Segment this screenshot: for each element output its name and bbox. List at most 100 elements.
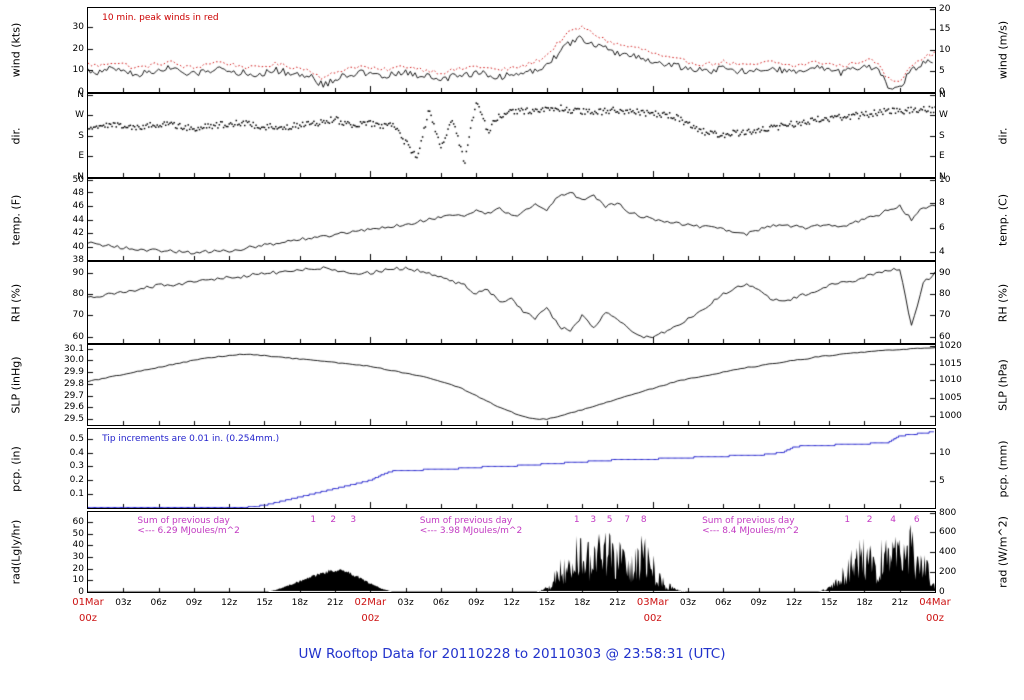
x-day-label: 04Mar (919, 597, 951, 608)
rh-left-axis-label: RH (%) (9, 283, 23, 322)
rad-annotation: 5 (606, 515, 613, 525)
x-tick-label: 15z (821, 598, 838, 608)
x-tick-label: 12z (503, 598, 520, 608)
slp-panel (87, 344, 936, 426)
wind-right-tick-label: 5 (939, 66, 945, 76)
rh-left-tick-label: 70 (72, 310, 84, 321)
rad-left-axis-label: rad(Lgly/hr) (9, 519, 23, 585)
wind-left-tick-label: 20 (72, 43, 84, 54)
slp-right-tick-label: 1015 (939, 358, 962, 369)
pcp-left-tick-label: 0.4 (69, 447, 84, 458)
temp-left-tick-label: 48 (72, 187, 84, 198)
slp-left-tick-label: 29.5 (63, 414, 84, 425)
x-tick-label: 18z (573, 598, 591, 608)
chart-title: UW Rooftop Data for 20110228 to 20110303… (298, 646, 726, 662)
dir-right-tick-label: N (939, 89, 946, 100)
x-tick-label: 15z (538, 598, 555, 608)
x-tick-label: 09z (185, 598, 202, 608)
rad-annotation: 2 (866, 515, 873, 525)
slp-left-tick-label: 30.0 (63, 355, 84, 366)
rad-left-tick-label: 20 (72, 563, 84, 574)
dir-left-axis-label: dir. (9, 126, 23, 145)
rad-annotation: 3 (590, 515, 597, 525)
pcp-right-tick-label: 5 (939, 475, 945, 486)
wind-left-axis-label: wind (kts) (9, 22, 23, 78)
x-tick-label: 03z (679, 598, 697, 608)
slp-right-tick-label: 1005 (939, 392, 962, 403)
slp-left-tick-label: 29.6 (63, 402, 84, 413)
pcp-right-axis-label: pcp. (mm) (996, 439, 1010, 498)
temp-right-tick-label: 8 (939, 198, 945, 209)
rad-annotation: 3 (350, 515, 357, 525)
slp-right-axis-label: SLP (hPa) (996, 359, 1010, 411)
x-day-label: 01Mar (72, 597, 104, 608)
rad-right-tick-label: 600 (939, 527, 957, 537)
rad-annotation: Sum of previous day (419, 516, 513, 526)
dir-right-tick-label: E (939, 151, 945, 162)
rad-annotation: Sum of previous day (702, 516, 795, 526)
rad-right-tick-label: 0 (939, 586, 945, 597)
pcp-left-tick-label: 0.1 (69, 489, 84, 500)
rad-left-tick-label: 0 (78, 586, 84, 597)
x-day-label: 02Mar (354, 597, 387, 608)
x-tick-label: 06z (150, 598, 167, 608)
rad-annotation: Sum of previous day (137, 516, 230, 526)
temp-plot-canvas (88, 179, 935, 260)
x-tick-label: 09z (750, 598, 767, 608)
rad-annotation: 7 (624, 515, 631, 525)
temp-right-axis-label: temp. (C) (996, 193, 1010, 246)
rad-left-tick-label: 50 (72, 528, 84, 539)
rh-left-tick-label: 60 (72, 331, 84, 342)
temp-left-tick-label: 38 (72, 254, 84, 265)
rad-panel (87, 511, 936, 593)
rh-right-tick-label: 60 (939, 331, 951, 342)
slp-left-tick-label: 29.7 (63, 390, 84, 401)
slp-left-tick-label: 30.1 (63, 343, 84, 354)
rad-annotation: 4 (890, 515, 897, 525)
dir-left-tick-label: N (77, 89, 84, 100)
dir-left-tick-label: N (77, 171, 84, 182)
temp-right-tick-label: 10 (939, 174, 951, 185)
x-day-label-hour: 00z (926, 613, 944, 624)
slp-left-axis-label: SLP (inHg) (9, 356, 23, 414)
dir-left-tick-label: S (78, 130, 84, 141)
dir-panel (87, 93, 936, 178)
rad-annotation: 1 (573, 515, 580, 525)
temp-left-tick-label: 50 (72, 174, 84, 185)
pcp-left-tick-label: 0.2 (69, 475, 84, 486)
rh-right-axis-label: RH (%) (996, 283, 1010, 322)
slp-right-tick-label: 1000 (939, 410, 962, 421)
pcp-panel (87, 428, 936, 509)
slp-right-tick-label: 1020 (939, 341, 962, 352)
wind-right-tick-label: 20 (939, 3, 951, 14)
x-day-label-hour: 00z (361, 613, 380, 624)
wind-left-tick-label: 30 (72, 22, 84, 33)
rh-right-tick-label: 70 (939, 310, 951, 321)
rad-left-tick-label: 10 (72, 575, 84, 586)
pcp-left-tick-label: 0.5 (69, 433, 84, 444)
x-tick-label: 18z (856, 598, 873, 608)
wind-annotation: 10 min. peak winds in red (102, 13, 219, 23)
rad-plot-canvas (88, 512, 935, 592)
rad-annotation: <--- 6.29 MJoules/m^2 (137, 526, 240, 536)
rad-right-tick-label: 200 (939, 567, 957, 577)
rad-left-tick-label: 40 (72, 540, 84, 551)
rad-annotation: 1 (844, 515, 851, 525)
dir-left-tick-label: W (75, 109, 84, 120)
wind-plot-canvas (88, 8, 935, 92)
x-tick-label: 21z (891, 598, 908, 608)
rh-left-tick-label: 90 (72, 267, 84, 278)
dir-right-axis-label: dir. (996, 126, 1010, 145)
wind-panel (87, 7, 936, 93)
rad-right-tick-label: 400 (939, 547, 957, 557)
rad-annotation: 8 (640, 515, 647, 525)
slp-plot-canvas (88, 345, 935, 425)
wind-left-tick-label: 10 (72, 65, 84, 76)
temp-left-tick-label: 46 (72, 201, 84, 211)
wind-right-tick-label: 0 (939, 86, 945, 97)
pcp-left-axis-label: pcp. (in) (9, 445, 23, 492)
pcp-plot-canvas (88, 429, 935, 508)
x-tick-label: 18z (291, 598, 308, 608)
rad-right-tick-label: 800 (939, 507, 957, 518)
